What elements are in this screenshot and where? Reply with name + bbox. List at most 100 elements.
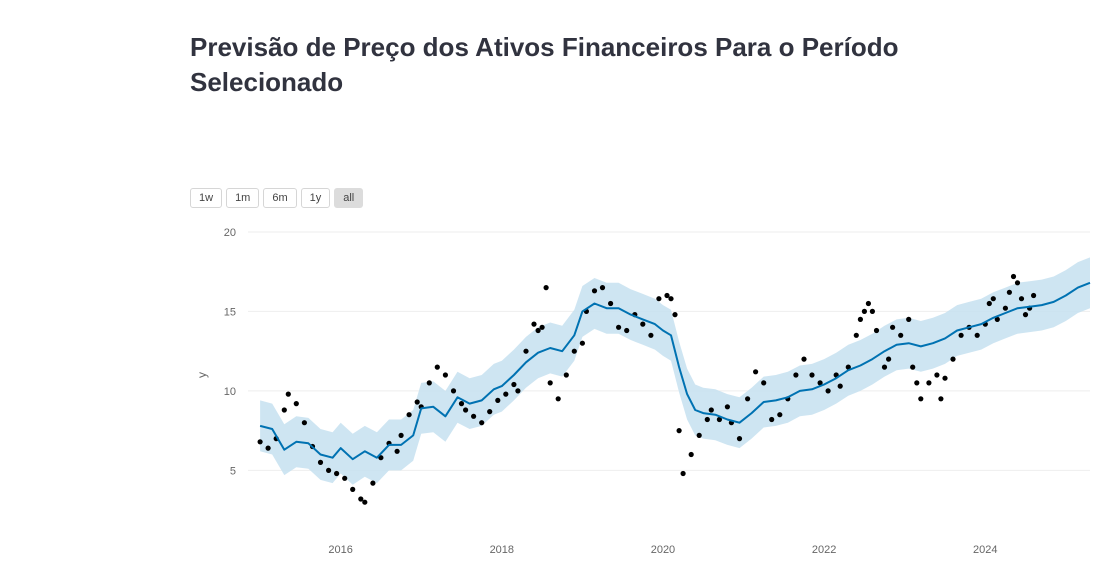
actual-point — [890, 324, 896, 330]
actual-point — [857, 316, 864, 322]
actual-point — [1014, 280, 1021, 286]
actual-point — [918, 396, 924, 402]
actual-point — [535, 327, 541, 334]
actual-point — [503, 391, 509, 397]
actual-point — [910, 364, 916, 370]
actual-point — [370, 480, 376, 486]
actual-point — [753, 369, 759, 375]
y-axis-title: y — [195, 372, 209, 378]
range-selector: 1w 1m 6m 1y all — [190, 188, 364, 208]
actual-point — [342, 475, 348, 481]
actual-point — [769, 416, 775, 423]
uncertainty-band — [260, 257, 1091, 485]
y-tick-label: 20 — [224, 227, 236, 239]
actual-point — [458, 401, 465, 407]
actual-point — [414, 399, 420, 405]
actual-point — [861, 308, 868, 314]
actual-point — [257, 439, 263, 445]
actual-point — [809, 372, 815, 378]
range-button-6m[interactable]: 6m — [263, 188, 297, 208]
actual-point — [495, 397, 501, 403]
actual-point — [672, 312, 678, 318]
actual-point — [668, 296, 674, 302]
actual-point — [350, 486, 356, 492]
range-button-all[interactable]: all — [334, 188, 364, 208]
actual-point — [1018, 296, 1025, 302]
actual-point — [761, 380, 767, 386]
actual-point — [301, 420, 307, 426]
forecast-line-path — [259, 281, 1091, 461]
x-tick-label: 2018 — [490, 544, 514, 556]
y-tick-label: 10 — [224, 386, 236, 398]
actual-point — [406, 412, 412, 418]
actual-point — [523, 348, 529, 354]
actual-point — [990, 296, 996, 302]
actual-point — [378, 455, 384, 461]
actual-point — [326, 467, 332, 473]
actual-point — [656, 296, 662, 302]
actual-point — [358, 496, 364, 502]
actual-point — [745, 396, 751, 402]
actual-point — [543, 285, 549, 291]
uncertainty-band-area — [260, 257, 1091, 485]
y-tick-label: 5 — [230, 465, 236, 477]
actual-point — [1002, 305, 1009, 311]
actual-point — [362, 499, 368, 505]
actual-point — [865, 300, 872, 307]
actual-point — [1006, 289, 1013, 295]
actual-point — [434, 364, 440, 370]
actual-point — [886, 356, 892, 362]
actual-point — [591, 288, 598, 294]
actual-point — [881, 364, 888, 370]
actual-point — [938, 396, 944, 402]
range-button-1y[interactable]: 1y — [300, 188, 331, 208]
actual-point — [599, 285, 606, 291]
actual-point — [873, 327, 880, 334]
actual-point — [777, 412, 783, 418]
actual-point — [817, 380, 823, 386]
actual-point — [994, 316, 1000, 322]
x-tick-label: 2016 — [328, 544, 352, 556]
actual-point — [1010, 273, 1017, 280]
actual-point — [563, 372, 569, 378]
actual-point — [463, 407, 469, 413]
actual-point — [281, 407, 287, 413]
actual-point — [265, 445, 271, 451]
actual-point — [801, 356, 807, 362]
actual-point — [450, 388, 457, 394]
actual-point — [539, 324, 545, 330]
actual-point — [688, 451, 694, 458]
actual-point — [648, 332, 654, 338]
actual-point — [398, 432, 404, 438]
actual-point — [869, 308, 876, 314]
actual-point — [487, 409, 493, 415]
actual-point — [680, 470, 686, 477]
actual-point — [676, 428, 682, 434]
actual-point — [664, 292, 670, 299]
actual-point — [898, 332, 904, 338]
actual-point — [906, 316, 912, 322]
actual-point — [394, 448, 400, 454]
actual-point — [479, 420, 485, 426]
actual-point — [547, 380, 553, 386]
actual-point — [1031, 292, 1037, 299]
actual-point — [853, 332, 859, 338]
actual-point — [293, 401, 299, 407]
x-tick-label: 2022 — [812, 544, 836, 556]
actual-point — [579, 340, 586, 346]
actual-point — [555, 396, 561, 402]
actual-point — [974, 332, 980, 338]
actual-point — [608, 300, 614, 307]
actual-point — [825, 388, 831, 394]
actual-point — [704, 416, 710, 423]
actual-point — [986, 300, 992, 307]
actual-point — [837, 383, 843, 389]
x-tick-label: 2024 — [973, 544, 997, 556]
x-axis-ticks: 2016 2018 2020 2022 2024 — [328, 544, 997, 556]
range-button-1w[interactable]: 1w — [190, 188, 223, 208]
actual-point — [914, 380, 920, 386]
actual-point — [515, 388, 521, 394]
actual-point — [285, 391, 291, 397]
range-button-1m[interactable]: 1m — [226, 188, 260, 208]
